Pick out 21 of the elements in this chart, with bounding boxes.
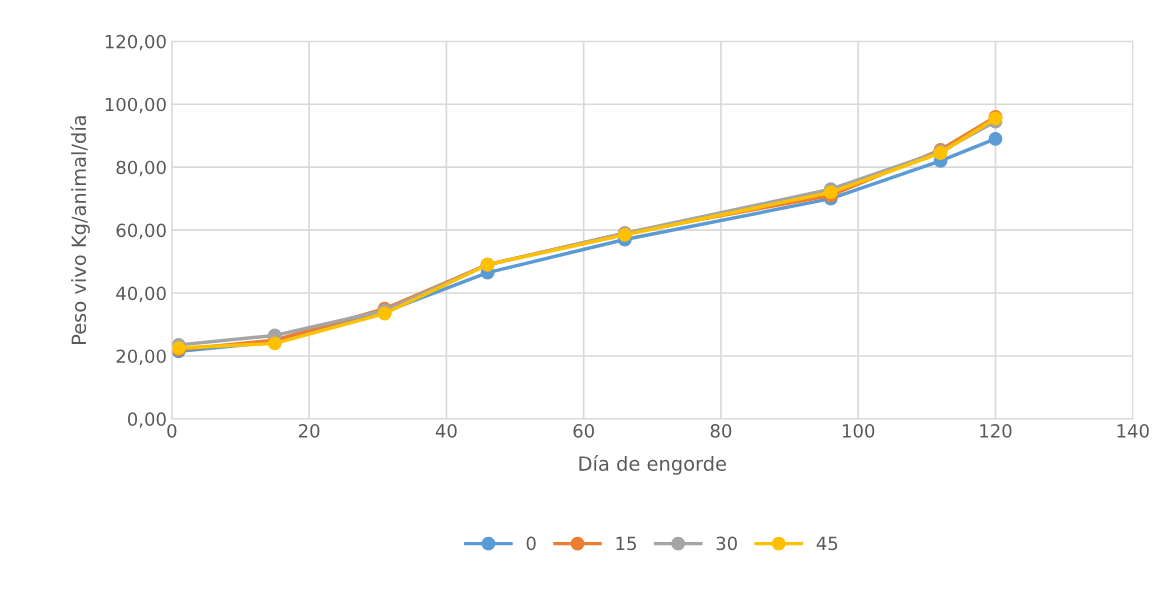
- y-tick-label: 80,00: [116, 160, 166, 177]
- x-axis-title: Día de engorde: [579, 455, 726, 475]
- y-axis-title: Peso vivo Kg/animal/día: [70, 116, 90, 344]
- y-tick-label: 0,00: [127, 412, 166, 428]
- x-tick-label: 100: [842, 424, 875, 438]
- legend-label: 0: [526, 536, 536, 551]
- x-tick-label: 140: [1117, 424, 1149, 438]
- legend-label: 30: [716, 536, 737, 551]
- legend-label: 45: [816, 536, 838, 551]
- x-tick-label: 120: [980, 424, 1012, 438]
- x-tick-label: 0: [167, 424, 177, 438]
- x-tick-label: 20: [298, 424, 320, 438]
- legend-label: 15: [616, 536, 636, 551]
- x-tick-label: 60: [573, 424, 594, 438]
- x-tick-label: 80: [710, 424, 732, 438]
- x-tick-label: 40: [435, 424, 457, 438]
- y-tick-label: 60,00: [116, 223, 166, 240]
- y-tick-label: 100,00: [105, 97, 166, 114]
- y-tick-label: 20,00: [116, 349, 166, 365]
- y-tick-label: 40,00: [116, 286, 166, 302]
- y-tick-label: 120,00: [105, 34, 166, 51]
